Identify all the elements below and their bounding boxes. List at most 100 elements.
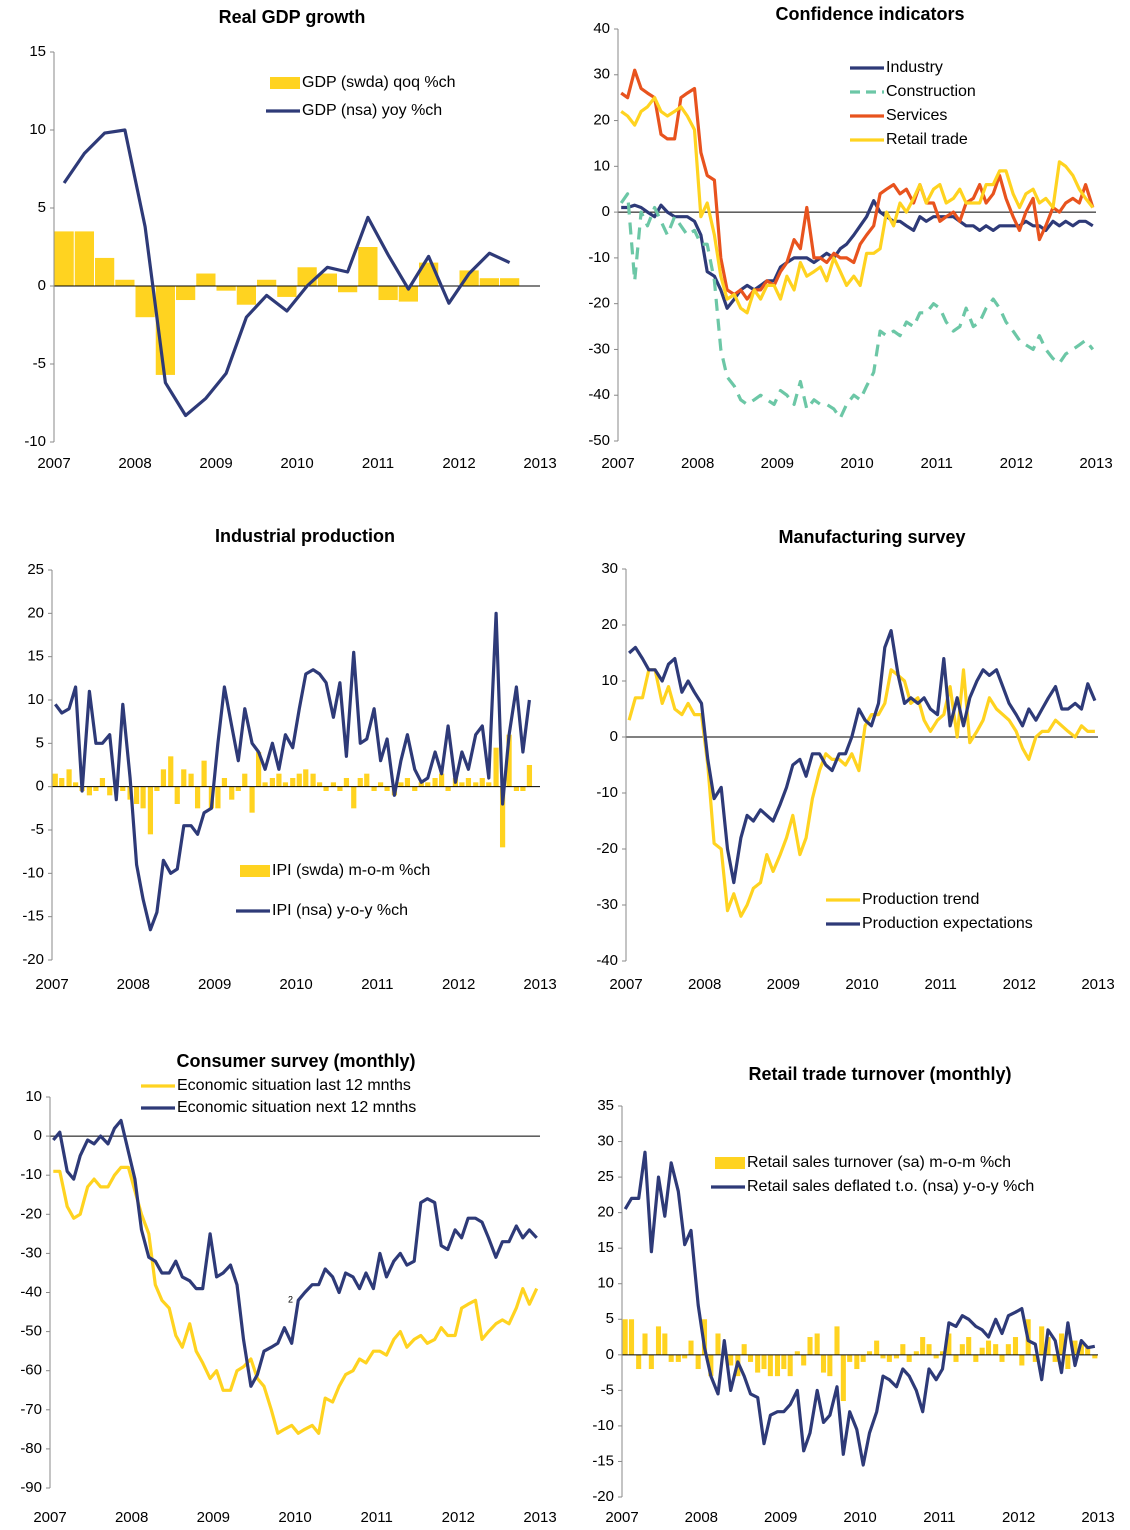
- y-tick-label: 40: [593, 20, 610, 37]
- bar: [886, 1354, 892, 1362]
- bar: [1045, 1337, 1051, 1355]
- bar: [398, 782, 404, 787]
- y-tick-label: -30: [588, 340, 610, 357]
- x-tick-label: 2012: [1003, 976, 1036, 993]
- y-tick-label: -10: [596, 784, 618, 801]
- bar: [1092, 1354, 1098, 1359]
- x-tick-label: 2009: [767, 976, 800, 993]
- bar: [425, 782, 431, 787]
- bar: [297, 267, 317, 286]
- chart-panel: Confidence indicators -50 -40 -30 -20 -10 0 10 2…: [588, 4, 1112, 472]
- y-tick-label: -40: [596, 952, 618, 969]
- bar: [194, 786, 201, 809]
- y-tick-label: -5: [31, 821, 44, 838]
- bar: [787, 1354, 793, 1377]
- x-tick-label: 2009: [197, 1509, 230, 1526]
- series-line: [621, 199, 1094, 310]
- bar: [1032, 1354, 1038, 1362]
- bar: [860, 1354, 866, 1362]
- bar: [438, 773, 445, 787]
- y-tick-label: 25: [27, 561, 44, 578]
- bar: [493, 747, 499, 787]
- y-tick-label: -15: [22, 908, 44, 925]
- bar: [133, 786, 140, 804]
- bar: [715, 1333, 721, 1355]
- bar: [418, 782, 424, 787]
- y-tick-label: 20: [27, 604, 44, 621]
- y-tick-label: 20: [597, 1204, 614, 1221]
- bar: [66, 769, 72, 787]
- bar: [216, 286, 236, 291]
- x-tick-label: 2013: [523, 976, 556, 993]
- bar: [316, 782, 323, 787]
- y-tick-label: -60: [20, 1362, 42, 1379]
- bar: [1058, 1333, 1065, 1355]
- chart-panel: Industrial production -20 -15 -10 -5 0 5 10 15 20…: [22, 526, 556, 993]
- x-tick-label: 2007: [609, 976, 642, 993]
- bar: [371, 786, 377, 791]
- bar: [648, 1354, 654, 1370]
- series-line: [619, 192, 1095, 420]
- y-tick-label: 10: [27, 691, 44, 708]
- x-tick-label: 2013: [523, 1509, 556, 1526]
- series-line: [62, 128, 511, 418]
- x-tick-label: 2008: [118, 455, 151, 472]
- bar: [979, 1347, 985, 1355]
- x-tick-label: 2007: [605, 1509, 638, 1526]
- legend-label: Services: [886, 107, 947, 124]
- y-tick-label: -5: [601, 1381, 614, 1398]
- annotation: 2: [288, 1294, 293, 1304]
- bar: [728, 1354, 734, 1366]
- x-tick-label: 2011: [921, 455, 953, 472]
- bar: [377, 782, 384, 787]
- bar: [86, 786, 93, 796]
- bar: [1085, 1347, 1091, 1355]
- bar: [343, 778, 350, 787]
- legend-label: Retail sales deflated t.o. (nsa) y-o-y %…: [747, 1178, 1034, 1195]
- bar: [364, 773, 370, 787]
- bar: [933, 1354, 939, 1359]
- bar: [215, 786, 221, 809]
- bar: [384, 786, 390, 791]
- bar: [747, 1354, 754, 1362]
- x-tick-label: 2008: [117, 976, 150, 993]
- bar: [993, 1344, 999, 1355]
- legend-label: Industry: [886, 59, 943, 76]
- bar: [847, 1354, 853, 1362]
- x-tick-label: 2010: [845, 976, 878, 993]
- y-tick-label: -30: [20, 1244, 42, 1261]
- y-tick-label: 5: [38, 199, 46, 216]
- y-tick-label: 20: [593, 112, 610, 129]
- x-tick-label: 2013: [1079, 455, 1112, 472]
- y-tick-label: 25: [597, 1168, 614, 1185]
- bar: [115, 279, 135, 286]
- bar: [249, 786, 255, 813]
- y-tick-label: -70: [20, 1401, 42, 1418]
- series-line: [627, 668, 1095, 918]
- x-tick-label: 2007: [33, 1509, 66, 1526]
- y-tick-label: -20: [592, 1488, 614, 1505]
- bar: [465, 778, 472, 787]
- x-tick-label: 2010: [279, 976, 312, 993]
- legend-label: Retail sales turnover (sa) m-o-m %ch: [747, 1154, 1011, 1171]
- x-tick-label: 2010: [840, 455, 873, 472]
- y-tick-label: 0: [602, 203, 610, 220]
- bar: [880, 1354, 886, 1359]
- bar: [1012, 1337, 1019, 1355]
- bar: [1052, 1354, 1058, 1362]
- legend-swatch: [715, 1157, 745, 1169]
- bar: [201, 760, 207, 787]
- series-line: [53, 1165, 539, 1435]
- chart-panel: Real GDP growth -10 -5 0 5 10 15 2007 2008 2009 20…: [24, 7, 556, 472]
- series-line: [54, 611, 531, 932]
- legend-label: Production expectations: [862, 915, 1033, 932]
- y-tick-label: -10: [24, 433, 46, 450]
- bar: [310, 773, 316, 787]
- chart-title: Industrial production: [215, 526, 395, 546]
- x-tick-label: 2009: [198, 976, 231, 993]
- legend-label: Construction: [886, 83, 976, 100]
- y-tick-label: 15: [27, 648, 44, 665]
- bar: [655, 1326, 662, 1355]
- y-tick-label: 10: [593, 157, 610, 174]
- y-tick-label: -15: [592, 1452, 614, 1469]
